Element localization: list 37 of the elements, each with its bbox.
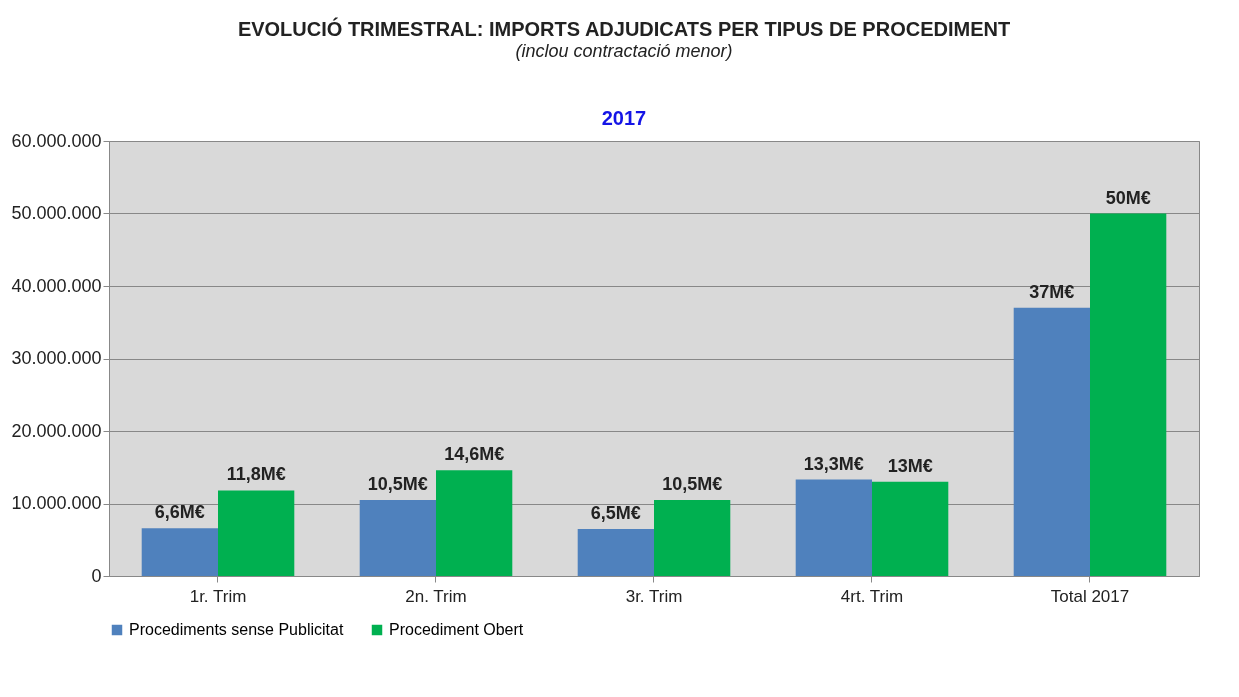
- data-label: 37M€: [1029, 281, 1075, 302]
- bar: [141, 528, 218, 576]
- legend-label: Procediments sense Publicitat: [129, 621, 344, 638]
- y-tick-label: 10.000.000: [11, 493, 102, 513]
- data-label: 14,6M€: [444, 444, 505, 465]
- bar: [872, 481, 949, 576]
- bar: [795, 479, 872, 576]
- text: 2017: [601, 107, 647, 129]
- x-tick-label: 4rt. Trim: [840, 586, 904, 606]
- y-tick-label: 30.000.000: [11, 348, 102, 368]
- bar: [1090, 213, 1167, 576]
- data-label: 13,3M€: [803, 453, 864, 474]
- chart-title: EVOLUCIÓ TRIMESTRAL: IMPORTS ADJUDICATS PER TIPUS DE PROCEDIMENT: [237, 17, 1011, 40]
- y-tick-label: 50.000.000: [11, 203, 102, 223]
- y-tick-label: 40.000.000: [11, 275, 102, 296]
- data-label: 6,5M€: [590, 502, 641, 523]
- x-tick-label: 3r. Trim: [625, 586, 683, 606]
- y-tick-label: 60.000.000: [11, 130, 102, 151]
- bar: [218, 490, 295, 576]
- x-tick-label: 1r. Trim: [189, 586, 247, 606]
- data-label: 50M€: [1105, 187, 1151, 208]
- bar: [436, 470, 513, 576]
- data-label: 10,5M€: [662, 473, 723, 494]
- chart-subtitle: (inclou contractació menor): [515, 41, 733, 61]
- y-tick-label: 20.000.000: [11, 420, 102, 441]
- x-tick-label: Total 2017: [1050, 586, 1130, 606]
- bar: [654, 499, 731, 576]
- data-label: 13M€: [887, 455, 933, 476]
- y-tick-label: 0: [91, 565, 102, 586]
- data-label: 11,8M€: [226, 464, 286, 485]
- bar: [577, 528, 654, 576]
- data-label: 10,5M€: [367, 473, 428, 494]
- data-label: 6,6M€: [154, 502, 205, 523]
- x-tick-label: 2n. Trim: [405, 586, 467, 606]
- bar: [1013, 307, 1090, 576]
- bar: [359, 499, 436, 576]
- legend-label: Procediment Obert: [389, 621, 524, 638]
